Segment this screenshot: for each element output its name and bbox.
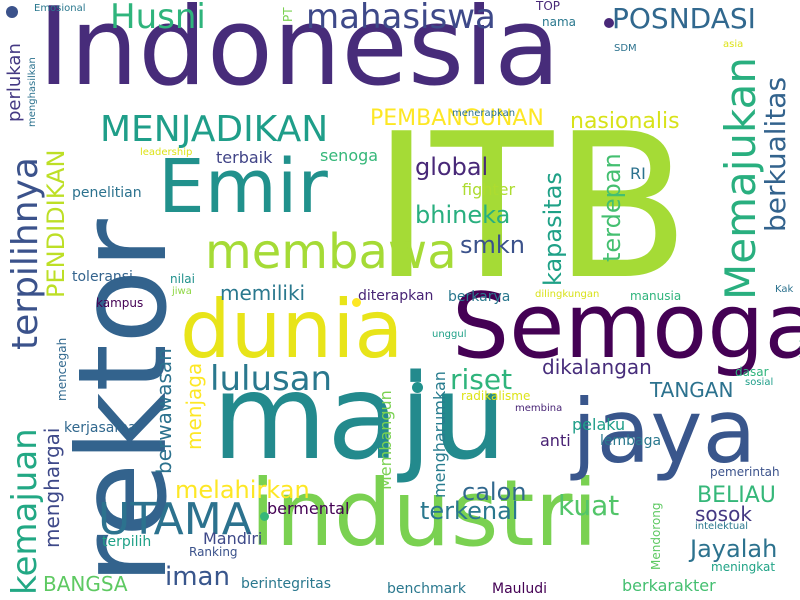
word-intelektual: intelektual [695,521,749,532]
word-maju: maju [212,348,507,486]
word-bangsa: BANGSA [43,572,128,596]
word-nilai: nilai [170,272,195,286]
word-pembangunan: PEMBANGUNAN [370,106,544,131]
word-mencegah: mencegah [55,337,69,401]
word-ranking: Ranking [189,545,238,559]
word-menghargai: menghargai [40,427,64,548]
word-ri: RI [630,164,646,183]
word-asia: asia [723,39,744,50]
dot-marker [352,298,361,307]
word-berkarakter: berkarakter [622,576,716,595]
word-terbaik: terbaik [216,148,273,167]
word-mandiri: Mandiri [203,529,263,548]
word-industri: industri [250,460,598,567]
word-mendorong: Mendorong [649,502,663,570]
word-menghasilkan: menghasilkan [27,57,38,127]
word-membangun: Membangun [376,390,395,490]
word-kerjasama: kerjasama [64,420,137,436]
word-fighter: fighter [462,180,516,199]
word-berkualitas: berkualitas [759,76,792,232]
word-benchmark: benchmark [387,581,467,597]
word-posndasi: POSNDASI [612,2,756,35]
word-anti: anti [540,431,571,450]
word-terdepan: terdepan [598,153,626,262]
word-riset: riset [450,363,513,396]
word-mauludi: Mauludi [492,581,548,597]
word-kuat: kuat [558,489,620,522]
word-beliau: BELIAU [697,483,776,508]
word-top: TOP [536,0,561,13]
word-bermental: bermental [267,499,350,518]
word-terkenal: terkenal [420,497,519,525]
word-lulusan: lulusan [210,359,333,399]
dot-marker [260,512,269,521]
word-penelitian: penelitian [72,185,142,201]
word-dunia: dunia [180,283,404,376]
word-unggul: unggul [432,329,467,340]
word-memajukan: Memajukan [716,57,765,300]
word-berwawasan: berwawasan [152,348,176,474]
word-iman: iman [165,562,230,592]
word-meningkat: meningkat [711,560,776,574]
word-mengharumkan: mengharumkan [430,371,449,498]
word-dasar: dasar [735,365,769,379]
word-pelaku: pelaku [572,415,626,434]
word-pendidikan: PENDIDIKAN [42,149,70,298]
word-leadership: leadership [140,147,193,158]
word-menjadikan: MENJADIKAN [100,109,329,150]
word-calon: calon [462,478,527,506]
word-nama: nama [542,15,577,29]
word-indonesia: Indonesia [38,0,561,110]
word-husni: Husni [110,0,206,37]
word-membawa: membawa [205,224,457,280]
word-kapasitas: kapasitas [539,172,567,286]
word-manusia: manusia [630,289,682,303]
word-melahirkan: melahirkan [175,476,310,504]
word-global: global [415,153,489,181]
word-terpilihnya: terpilihnya [5,157,46,350]
word-pemerintah: pemerintah [710,465,780,479]
word-senoga: senoga [320,146,379,165]
word-emir: Emir [158,144,328,230]
word-mahasiswa: mahasiswa [306,0,496,37]
word-lembaga: lembaga [600,433,662,449]
word-dikalangan: dikalangan [542,355,652,379]
dot-marker [6,6,18,18]
word-smkn: smkn [460,231,525,259]
word-membina: membina [515,403,563,414]
word-perlukan: perlukan [4,43,25,122]
word-berkarya: berkarya [448,289,511,305]
word-menjaga: menjaga [182,362,206,450]
word-itb: ITB [372,91,691,324]
word-sdm: SDM [614,43,637,54]
word-sosial: sosial [745,377,774,388]
word-semoga: Semoga [452,274,800,379]
word-diterapkan: diterapkan [358,288,434,304]
word-jiwa: jiwa [172,286,192,297]
word-berintegritas: berintegritas [241,576,332,592]
word-jaya: jaya [572,380,757,483]
word-terpilih: terpilih [102,534,152,550]
dot-marker [412,382,423,393]
word-utama: UTAMA [98,494,252,545]
word-sosok: sosok [695,502,752,526]
word-bhineka: bhineka [415,201,511,229]
word-dilingkungan: dilingkungan [535,289,600,300]
word-kak: Kak [775,284,794,295]
word-tangan: TANGAN [650,378,734,402]
word-emosional: Emosional [34,3,86,14]
word-toleransi: toleransi [72,269,133,285]
word-menerapkan: menerapkan [452,108,516,119]
word-nasionalis: nasionalis [570,109,680,134]
word-radikalisme: radikalisme [461,389,531,403]
word-jayalah: Jayalah [690,535,778,563]
word-kampus: kampus [96,296,144,310]
word-kemajuan: kemajuan [5,428,45,595]
word-pt: PT [281,7,295,22]
word-memiliki: memiliki [220,281,306,305]
dot-marker [604,18,614,28]
